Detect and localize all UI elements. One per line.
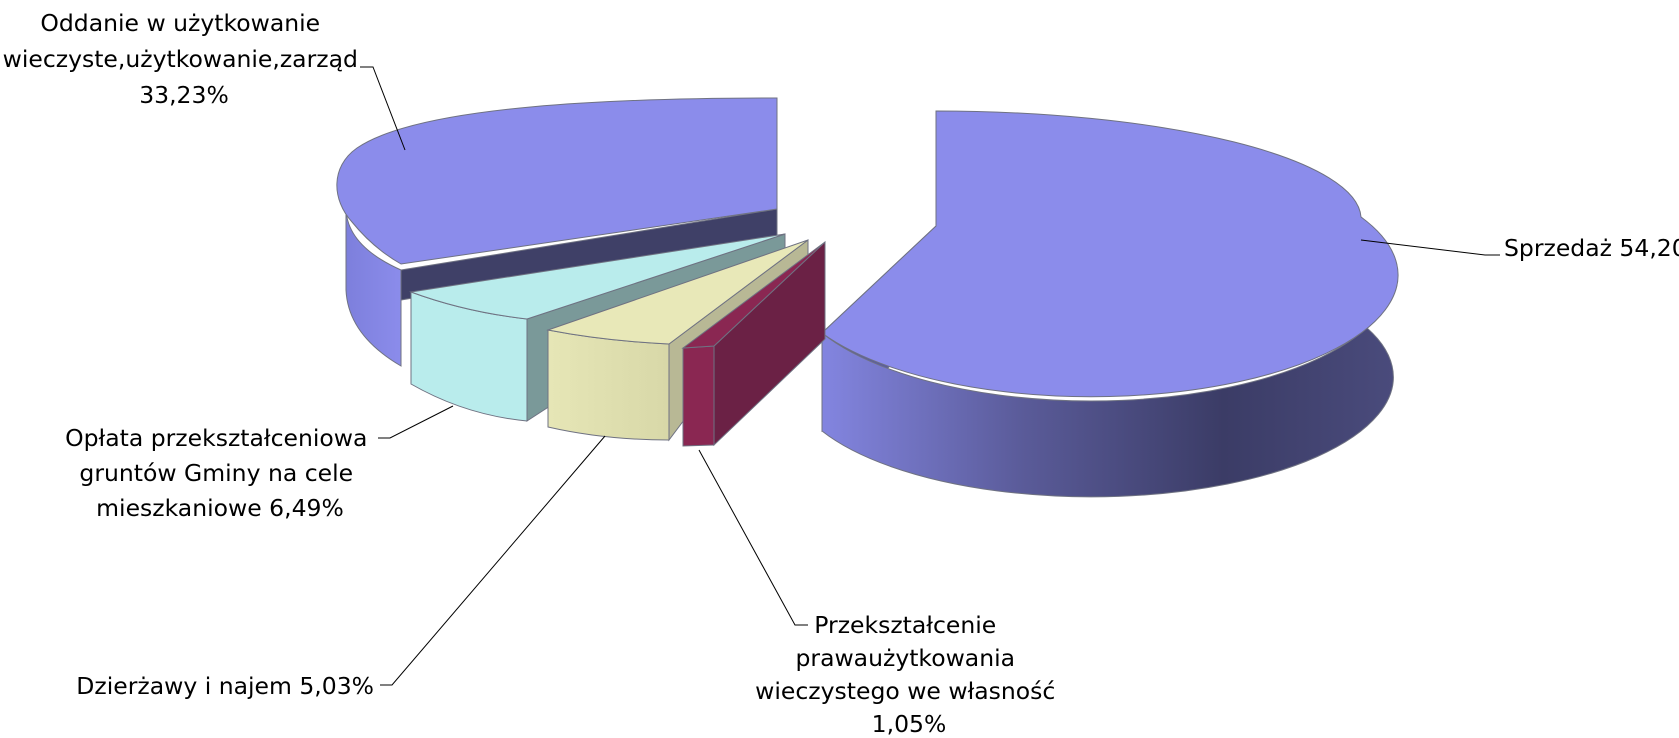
leader-dzierzawy — [380, 435, 606, 686]
label-sprzedaz: Sprzedaż 54,20% — [1504, 234, 1679, 262]
slice-przeksztalcenie — [681, 240, 826, 447]
label-przeksztalcenie-line-1: Przekształcenie — [814, 611, 996, 639]
label-sprzedaz-line-1: Sprzedaż 54,20% — [1504, 234, 1679, 262]
label-przeksztalcenie-line-2: prawaużytkowania — [795, 644, 1015, 672]
label-oplata-line-1: Opłata przekształceniowa — [65, 424, 367, 452]
slice-sprzedaz-top — [821, 110, 1399, 398]
slice-dzierzawy-front — [547, 329, 670, 441]
slice-oplata-top — [409, 233, 786, 320]
leader-oddanie — [360, 66, 406, 151]
slice-oddanie-top — [336, 97, 778, 265]
label-przeksztalcenie-line-4: 1,05% — [872, 710, 947, 738]
leader-sprzedaz — [1360, 239, 1500, 256]
label-oplata-line-2: gruntów Gminy na cele — [79, 459, 353, 487]
label-oddanie-line-3: 33,23% — [139, 81, 229, 109]
slice-przeksztalcenie-top — [681, 241, 826, 349]
label-oplata-line-3: mieszkaniowe 6,49% — [96, 494, 344, 522]
label-oddanie-line-1: Oddanie w użytkowanie — [40, 9, 320, 37]
slice-dzierzawy-top — [546, 239, 809, 345]
label-oddanie: Oddanie w użytkowanie wieczyste,użytkowa… — [3, 9, 366, 109]
label-dzierzawy-line-1: Dzierżawy i najem 5,03% — [76, 672, 374, 700]
slice-oddanie — [336, 97, 778, 367]
label-przeksztalcenie-line-3: wieczystego we własność — [755, 677, 1055, 705]
label-oplata: Opłata przekształceniowa gruntów Gminy n… — [65, 424, 375, 522]
slice-sprzedaz — [821, 110, 1399, 498]
leader-oplata — [378, 405, 454, 439]
slice-przeksztalcenie-front — [682, 345, 715, 447]
leader-przeksztalcenie — [698, 449, 808, 626]
label-przeksztalcenie: Przekształcenie prawaużytkowania wieczys… — [755, 611, 1063, 738]
label-oddanie-line-2: wieczyste,użytkowanie,zarząd — [3, 45, 358, 73]
slice-oddanie-outer-side — [345, 205, 402, 367]
label-dzierzawy: Dzierżawy i najem 5,03% — [76, 672, 374, 700]
